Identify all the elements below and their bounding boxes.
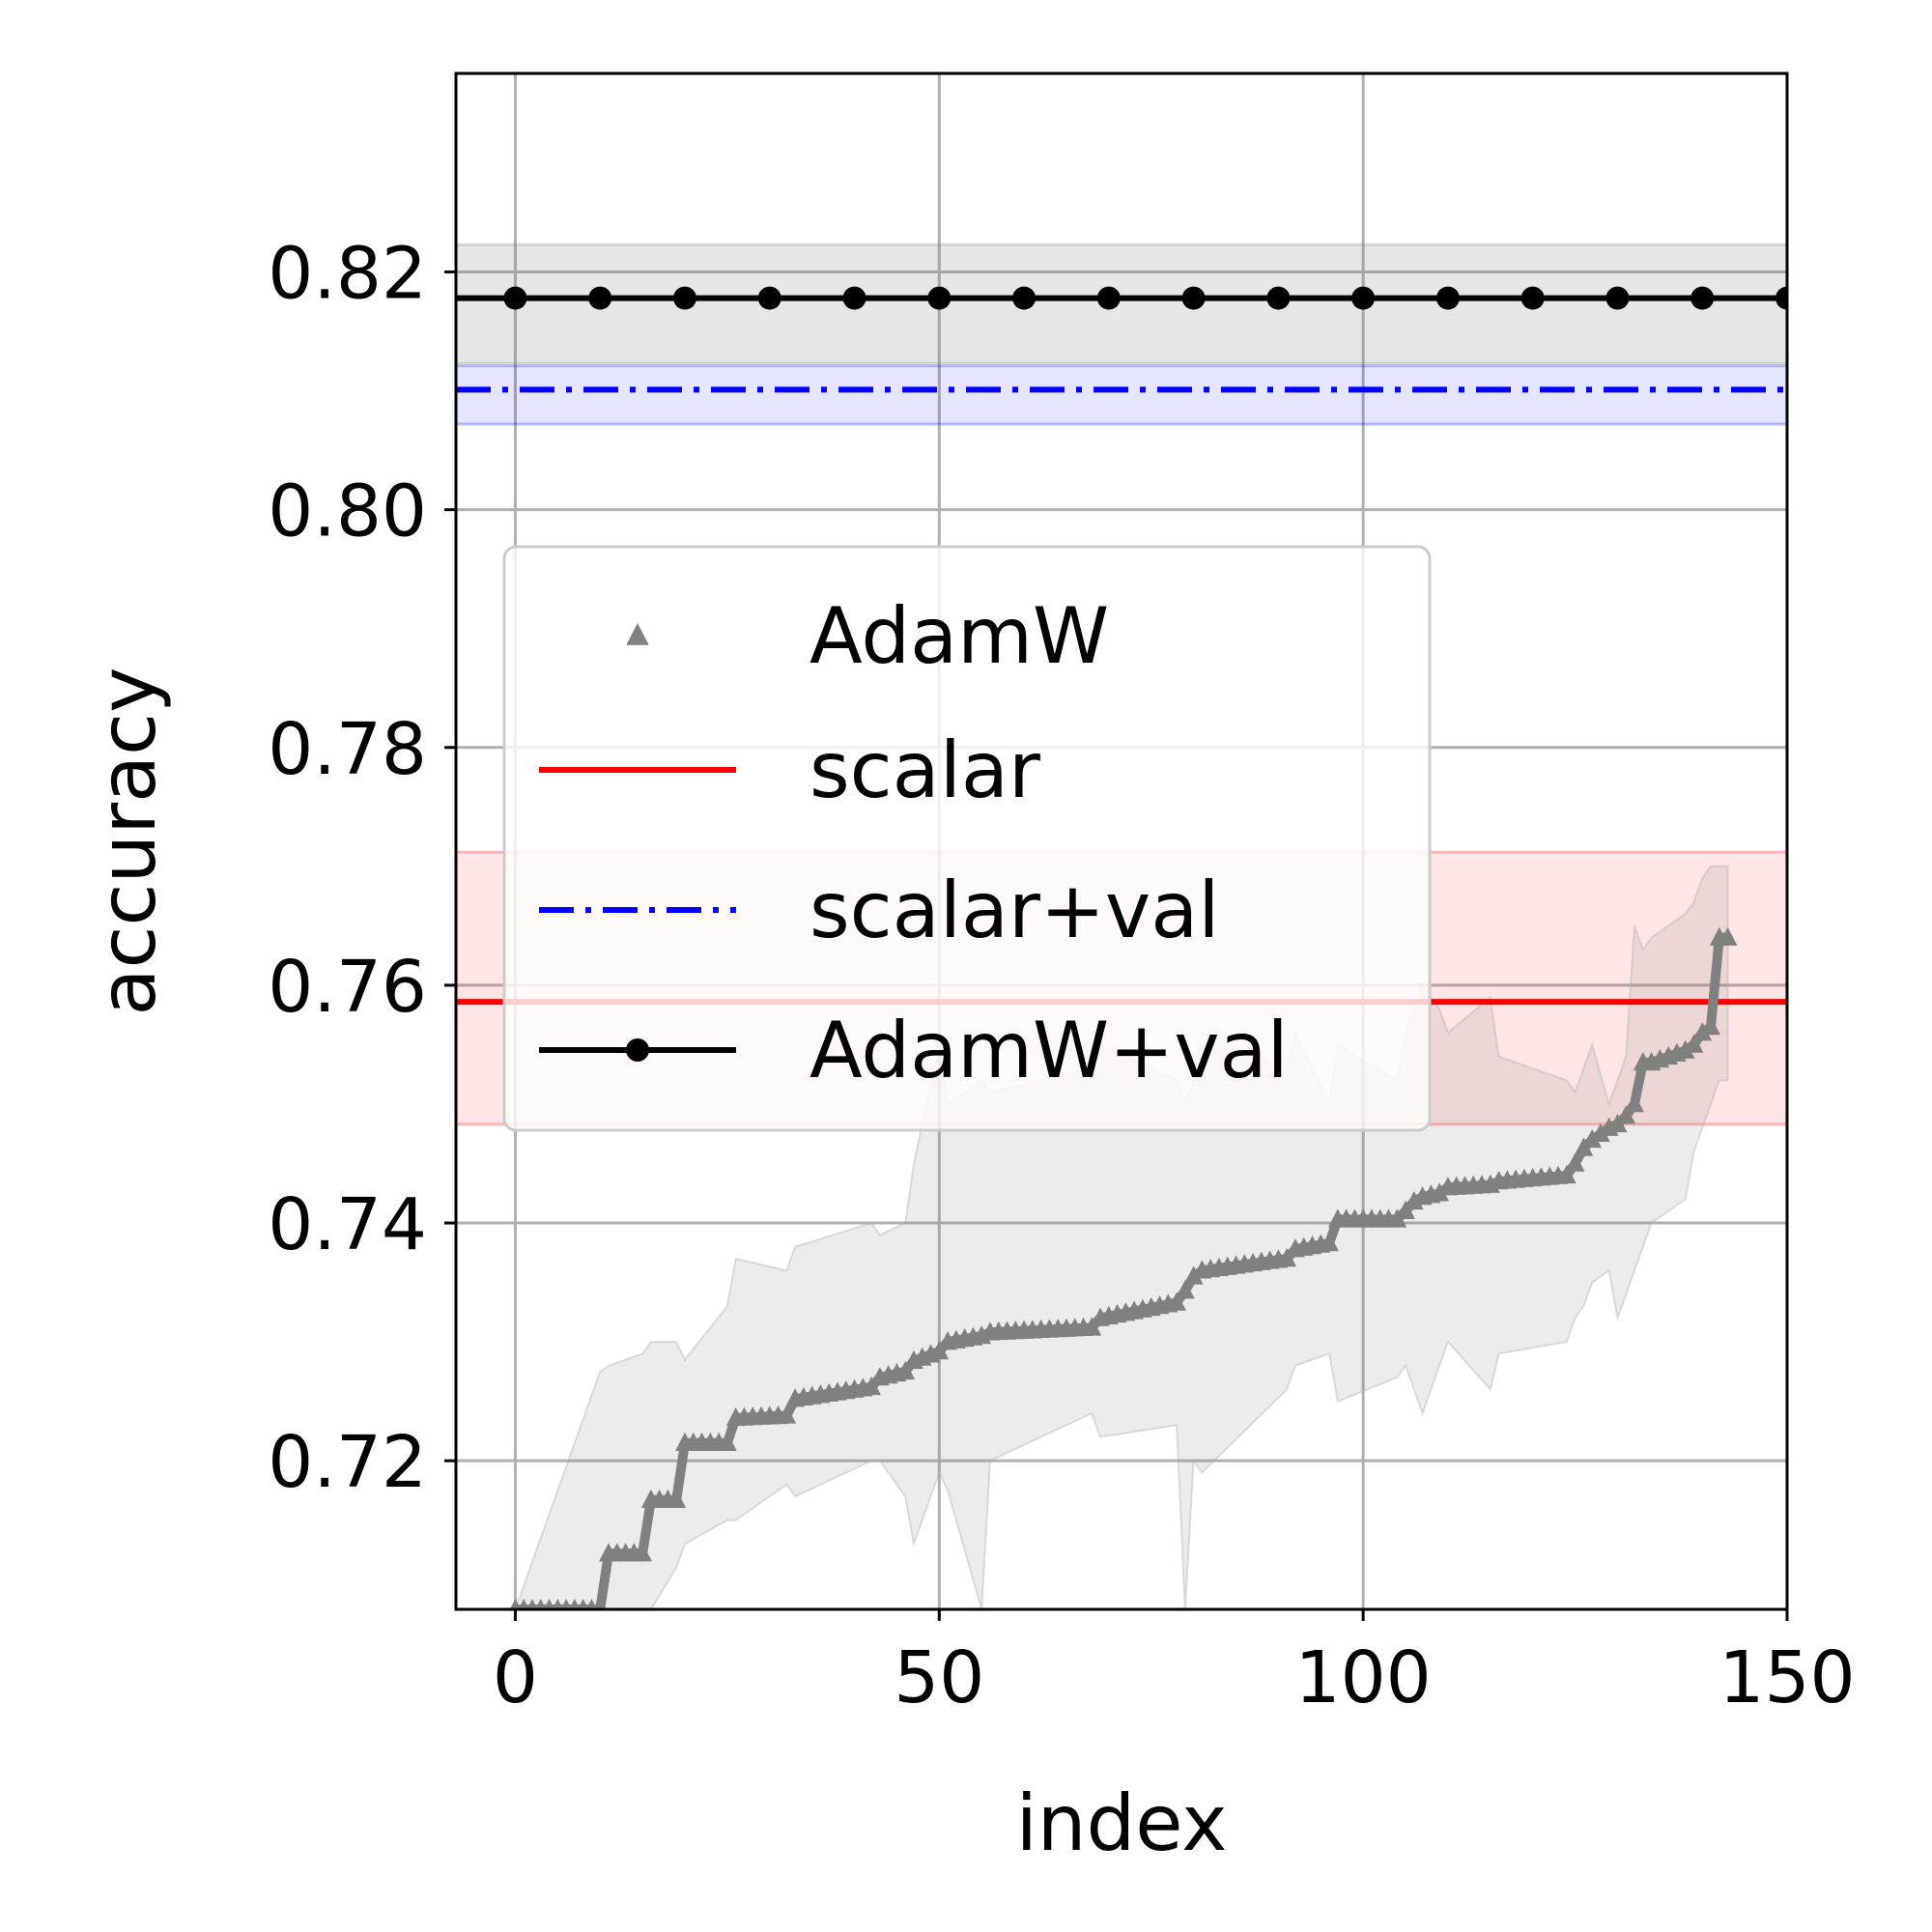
y-tick-label: 0.76: [268, 946, 427, 1029]
y-tick-label: 0.82: [268, 233, 427, 316]
legend-label: AdamW: [810, 591, 1109, 681]
adamw-marker: [929, 1340, 950, 1360]
adamw-val-marker: [672, 286, 696, 310]
adamw-marker: [1565, 1152, 1585, 1172]
y-tick-label: 0.78: [268, 708, 427, 791]
y-axis-label: accuracy: [83, 668, 173, 1016]
adamw-marker: [1701, 1015, 1720, 1036]
adamw-marker: [667, 1489, 687, 1509]
adamw-marker: [1175, 1280, 1195, 1299]
adamw-marker: [543, 1599, 555, 1609]
adamw-marker: [1430, 1182, 1450, 1202]
adamw-marker: [569, 1599, 581, 1609]
x-tick-label: 100: [1295, 1636, 1432, 1719]
adamw-marker: [518, 1599, 529, 1609]
legend: AdamW scalar scalar+val AdamW+val: [502, 545, 1432, 1132]
adamw-val-marker: [1776, 286, 1787, 310]
adamw-val-marker: [1266, 286, 1291, 310]
adamw-val-marker: [1096, 286, 1121, 310]
adamw-marker: [1591, 1122, 1610, 1142]
adamw-val-band: [456, 242, 1787, 365]
adamw-marker: [1556, 1164, 1577, 1184]
y-tick-label: 0.72: [268, 1421, 427, 1504]
legend-triangle-icon: [626, 623, 649, 645]
adamw-marker: [1625, 1093, 1644, 1113]
scalar-val-band: [456, 364, 1787, 426]
axis-ticks: 0 50 100 150 0.72 0.74 0.76 0.78 0.80 0.82: [268, 233, 1855, 1719]
adamw-marker: [577, 1599, 589, 1609]
adamw-marker: [526, 1599, 538, 1609]
adamw-marker: [1167, 1292, 1186, 1311]
adamw-marker: [1277, 1247, 1297, 1267]
adamw-val-marker: [588, 286, 612, 310]
adamw-marker: [1396, 1200, 1415, 1219]
adamw-val-marker: [1351, 286, 1376, 310]
adamw-marker: [1718, 926, 1738, 946]
adamw-val-marker: [1690, 286, 1715, 310]
adamw-val-marker: [927, 286, 952, 310]
adamw-marker: [777, 1405, 797, 1424]
adamw-marker: [1183, 1265, 1204, 1285]
adamw-val-marker: [1520, 286, 1545, 310]
adamw-marker: [552, 1599, 563, 1609]
adamw-marker: [535, 1599, 547, 1609]
adamw-marker: [862, 1376, 881, 1396]
y-tick-label: 0.80: [268, 470, 427, 554]
adamw-val-marker: [757, 286, 781, 310]
adamw-marker: [1404, 1190, 1424, 1210]
adamw-marker: [1320, 1232, 1339, 1252]
adamw-marker: [1582, 1128, 1603, 1149]
legend-item-adamw: AdamW: [626, 591, 1109, 681]
legend-item-adamw-val: AdamW+val: [539, 1006, 1289, 1095]
adamw-marker: [560, 1599, 572, 1609]
x-tick-label: 0: [493, 1636, 538, 1719]
plot-frame: [454, 71, 1789, 1611]
x-tick-label: 150: [1719, 1636, 1855, 1719]
adamw-marker: [895, 1360, 916, 1380]
legend-dot-icon: [626, 1038, 649, 1062]
legend-label: AdamW+val: [810, 1006, 1289, 1095]
adamw-val-marker: [1435, 286, 1460, 310]
adamw-val-marker: [1605, 286, 1630, 310]
legend-label: scalar+val: [810, 866, 1219, 955]
adamw-marker: [1082, 1317, 1102, 1336]
x-tick-label: 50: [894, 1636, 984, 1719]
adamw-marker: [1616, 1105, 1636, 1124]
x-axis-label: index: [1016, 1778, 1228, 1868]
legend-item-scalar: scalar: [539, 725, 1040, 815]
adamw-marker: [594, 1599, 606, 1609]
legend-label: scalar: [810, 725, 1040, 815]
adamw-val-marker: [1181, 286, 1206, 310]
adamw-val-marker: [503, 286, 527, 310]
adamw-marker: [1692, 1022, 1713, 1041]
adamw-marker: [633, 1543, 652, 1562]
adamw-marker: [509, 1599, 522, 1609]
adamw-val-marker: [842, 286, 867, 310]
adamw-marker: [585, 1599, 598, 1609]
adamw-marker: [1684, 1034, 1704, 1053]
adamw-marker: [717, 1432, 737, 1451]
y-tick-label: 0.74: [268, 1183, 427, 1266]
adamw-val-marker: [1012, 286, 1037, 310]
legend-box: [502, 545, 1432, 1132]
legend-item-scalar-val: scalar+val: [539, 866, 1219, 955]
adamw-marker: [1675, 1039, 1695, 1059]
